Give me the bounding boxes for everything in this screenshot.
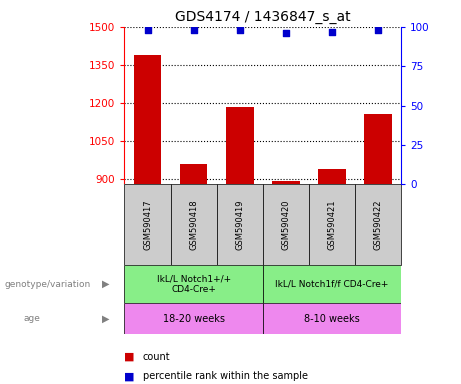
Point xyxy=(282,30,290,36)
Bar xyxy=(263,265,401,303)
Text: 8-10 weeks: 8-10 weeks xyxy=(304,314,360,324)
Bar xyxy=(124,265,263,303)
Bar xyxy=(355,184,401,265)
Bar xyxy=(124,303,263,334)
Text: GSM590417: GSM590417 xyxy=(143,199,152,250)
Text: IkL/L Notch1+/+
CD4-Cre+: IkL/L Notch1+/+ CD4-Cre+ xyxy=(157,275,230,294)
Bar xyxy=(217,184,263,265)
Point xyxy=(374,27,382,33)
Text: ▶: ▶ xyxy=(102,279,110,289)
Title: GDS4174 / 1436847_s_at: GDS4174 / 1436847_s_at xyxy=(175,10,350,25)
Bar xyxy=(263,184,309,265)
Bar xyxy=(134,55,161,184)
Point xyxy=(236,27,243,33)
Text: GSM590419: GSM590419 xyxy=(235,199,244,250)
Bar xyxy=(226,107,254,184)
Bar xyxy=(272,180,300,184)
Text: 18-20 weeks: 18-20 weeks xyxy=(163,314,225,324)
Text: IkL/L Notch1f/f CD4-Cre+: IkL/L Notch1f/f CD4-Cre+ xyxy=(275,280,389,289)
Text: genotype/variation: genotype/variation xyxy=(5,280,91,289)
Bar xyxy=(180,164,207,184)
Bar xyxy=(318,169,346,184)
Bar xyxy=(171,184,217,265)
Text: GSM590420: GSM590420 xyxy=(281,199,290,250)
Text: GSM590422: GSM590422 xyxy=(373,199,383,250)
Point xyxy=(144,27,151,33)
Point xyxy=(190,27,197,33)
Text: count: count xyxy=(143,352,171,362)
Bar xyxy=(309,184,355,265)
Bar xyxy=(364,114,392,184)
Text: age: age xyxy=(23,314,40,323)
Text: percentile rank within the sample: percentile rank within the sample xyxy=(143,371,308,381)
Text: ▶: ▶ xyxy=(102,314,110,324)
Bar xyxy=(263,303,401,334)
Point xyxy=(328,28,336,35)
Text: ■: ■ xyxy=(124,371,135,381)
Text: GSM590421: GSM590421 xyxy=(327,199,337,250)
Bar xyxy=(124,184,171,265)
Text: ■: ■ xyxy=(124,352,135,362)
Text: GSM590418: GSM590418 xyxy=(189,199,198,250)
